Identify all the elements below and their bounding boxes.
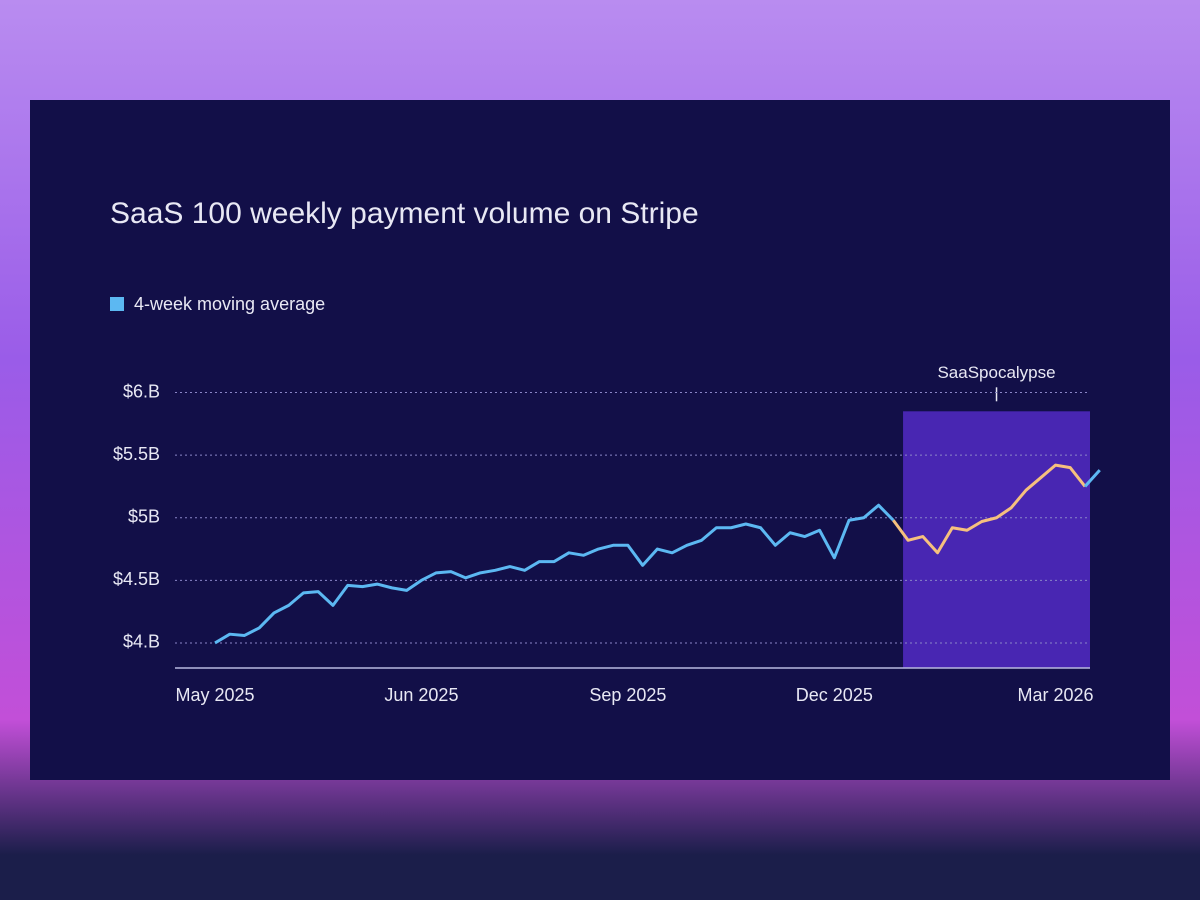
x-tick-label: Dec 2025 <box>796 685 873 705</box>
x-tick-label: Sep 2025 <box>589 685 666 705</box>
x-tick-label: Jun 2025 <box>384 685 458 705</box>
y-tick-label: $6.B <box>123 381 160 401</box>
chart-title: SaaS 100 weekly payment volume on Stripe <box>110 197 699 230</box>
highlight-region <box>903 411 1090 668</box>
data-line <box>892 463 1087 555</box>
y-tick-label: $4.B <box>123 632 160 652</box>
legend-swatch <box>110 297 124 311</box>
data-line <box>214 503 895 645</box>
y-tick-label: $5.5B <box>113 444 160 464</box>
x-tick-label: May 2025 <box>175 685 254 705</box>
y-tick-label: $4.5B <box>113 569 160 589</box>
highlight-label: SaaSpocalypse <box>937 363 1055 382</box>
legend-label: 4-week moving average <box>134 294 325 314</box>
y-tick-label: $5B <box>128 506 160 526</box>
data-line <box>1083 469 1101 488</box>
x-tick-label: Mar 2026 <box>1017 685 1093 705</box>
